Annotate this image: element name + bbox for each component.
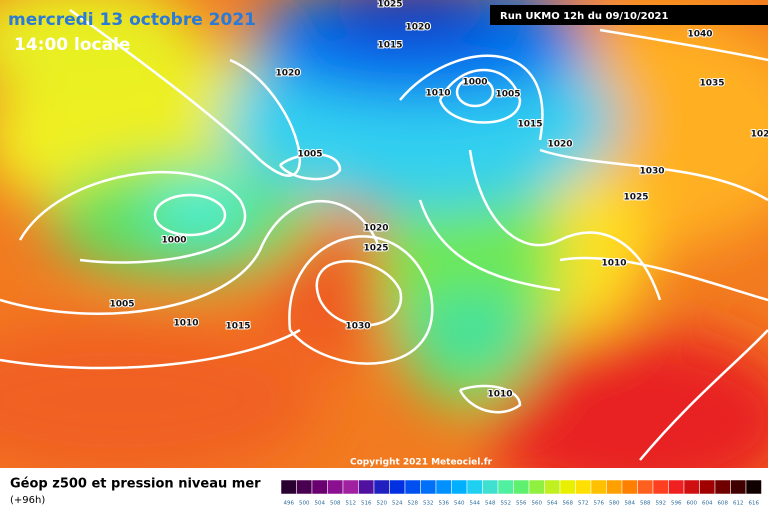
lead-time: (+96h)	[10, 495, 45, 506]
isobar-label: 1005	[109, 300, 134, 310]
isobar-label: 1030	[345, 322, 370, 332]
scale-label: 516	[361, 501, 372, 507]
scale-label: 532	[423, 501, 434, 507]
isobar-label: 1015	[517, 120, 542, 130]
scale-label: 596	[671, 501, 682, 507]
isobar-label: 1020	[363, 224, 388, 234]
scale-label: 568	[563, 501, 574, 507]
color-swatch	[311, 479, 328, 495]
isobar-label: 1020	[547, 140, 572, 150]
isobar-label: 1005	[495, 90, 520, 100]
scale-label: 544	[470, 501, 481, 507]
scale-label: 564	[547, 501, 558, 507]
color-swatch	[699, 479, 716, 495]
color-swatch	[544, 479, 561, 495]
scale-label: 556	[516, 501, 527, 507]
scale-label: 520	[377, 501, 388, 507]
scale-label: 536	[439, 501, 450, 507]
color-swatch	[342, 479, 359, 495]
scale-label: 576	[594, 501, 605, 507]
color-swatch	[327, 479, 344, 495]
color-swatch	[389, 479, 406, 495]
isobar-label: 1040	[687, 30, 712, 40]
color-swatch	[668, 479, 685, 495]
color-swatch	[435, 479, 452, 495]
scale-label: 560	[532, 501, 543, 507]
scale-label: 504	[315, 501, 326, 507]
color-swatch	[358, 479, 375, 495]
copyright: Copyright 2021 Meteociel.fr	[350, 458, 493, 468]
scale-label: 496	[284, 501, 295, 507]
color-scale: 496 500 504 508 512 516 520 524 528 532 536 540 544 5…	[280, 479, 762, 507]
scale-label: 528	[408, 501, 419, 507]
color-swatch	[513, 479, 530, 495]
scale-label: 508	[330, 501, 341, 507]
color-swatch	[404, 479, 421, 495]
run-box	[490, 5, 768, 25]
color-swatch	[280, 479, 297, 495]
scale-label: 572	[578, 501, 589, 507]
scale-label: 616	[749, 501, 760, 507]
scale-label: 604	[702, 501, 713, 507]
color-swatch	[652, 479, 669, 495]
color-swatch	[621, 479, 638, 495]
isobar-label: 1025	[623, 193, 648, 203]
color-swatch	[575, 479, 592, 495]
isobar-label: 1000	[462, 78, 487, 88]
color-swatch	[714, 479, 731, 495]
time: 14:00 locale	[14, 35, 130, 55]
color-swatch	[451, 479, 468, 495]
isobar-label: 1010	[487, 390, 512, 400]
isobar-label: 1035	[699, 79, 724, 89]
scale-label: 608	[718, 501, 729, 507]
isobar-label: 1015	[225, 322, 250, 332]
scale-label: 512	[346, 501, 357, 507]
color-swatch	[606, 479, 623, 495]
color-swatch	[590, 479, 607, 495]
color-swatch	[497, 479, 514, 495]
date: mercredi 13 octobre 2021	[8, 10, 256, 30]
run: Run UKMO 12h du 09/10/2021	[500, 11, 669, 22]
color-swatch	[528, 479, 545, 495]
isobar-label: 1010	[601, 259, 626, 269]
isobar-label: 1010	[425, 89, 450, 99]
isobar-label: 1025	[363, 244, 388, 254]
scale-label: 584	[625, 501, 636, 507]
isobar-label: 1010	[173, 319, 198, 329]
color-swatch	[466, 479, 483, 495]
isobar-lines	[0, 8, 768, 461]
color-swatch	[730, 479, 747, 495]
isobar-label: 102	[751, 130, 768, 140]
scale-label: 552	[501, 501, 512, 507]
color-swatch	[420, 479, 437, 495]
scale-label: 500	[299, 501, 310, 507]
color-swatch	[559, 479, 576, 495]
scale-label: 540	[454, 501, 465, 507]
color-swatch	[373, 479, 390, 495]
footer-title: Géop z500 et pression niveau mer	[10, 477, 261, 492]
color-swatch	[637, 479, 654, 495]
color-swatch	[745, 479, 762, 495]
isobar-label: 1020	[405, 23, 430, 33]
isobar-label: 1005	[297, 150, 322, 160]
scale-label: 600	[687, 501, 698, 507]
scale-label: 580	[609, 501, 620, 507]
scale-label: 588	[640, 501, 651, 507]
color-swatch	[683, 479, 700, 495]
scale-label: 524	[392, 501, 403, 507]
isobar-label: 1030	[639, 167, 664, 177]
isobar-label: 1020	[275, 69, 300, 79]
color-swatch	[482, 479, 499, 495]
scale-label: 548	[485, 501, 496, 507]
isobar-label: 1000	[161, 236, 186, 246]
scale-label: 612	[733, 501, 744, 507]
isobar-label: 1025	[377, 0, 402, 10]
color-swatch	[296, 479, 313, 495]
scale-label: 592	[656, 501, 667, 507]
isobar-label: 1015	[377, 41, 402, 51]
